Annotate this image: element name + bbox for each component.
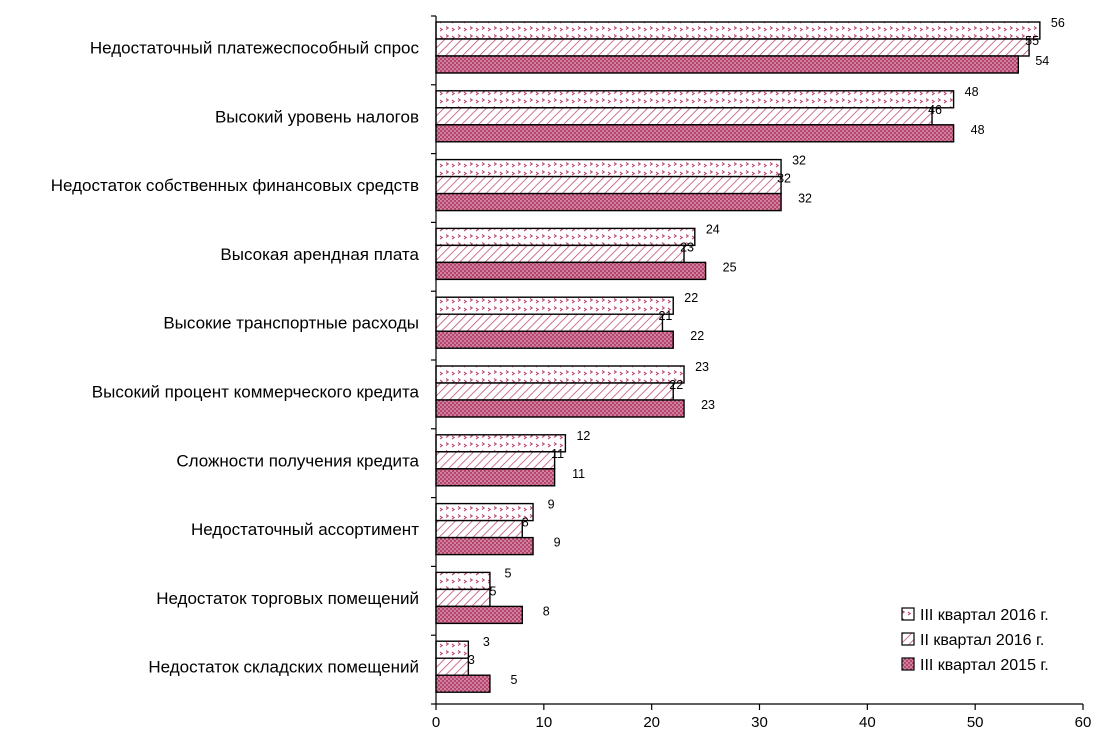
legend: III квартал 2016 г. II квартал 2016 г. III… xyxy=(901,607,1049,674)
x-tick-label: 60 xyxy=(1075,714,1092,731)
value-label: 48 xyxy=(971,123,985,137)
x-tick-label: 20 xyxy=(643,714,660,731)
value-label: 22 xyxy=(684,291,698,305)
bar-1 xyxy=(435,21,1041,40)
bar-3 xyxy=(435,399,685,418)
bar-2 xyxy=(435,588,491,608)
bar-2 xyxy=(435,451,556,470)
x-tick-label: 40 xyxy=(859,714,876,731)
axes-layer: 0 10 20 30 40 50 60 xyxy=(431,15,1092,731)
bar-1 xyxy=(435,434,567,453)
x-tick-label: 10 xyxy=(535,714,552,731)
category-label: Недостаток торговых помещений xyxy=(156,589,419,608)
bar-3 xyxy=(435,261,707,281)
value-label: 8 xyxy=(543,604,550,618)
value-label: 5 xyxy=(510,673,517,687)
value-label: 48 xyxy=(965,85,979,99)
bar-2 xyxy=(435,519,523,539)
bar-2 xyxy=(435,657,470,676)
value-label: 22 xyxy=(690,329,704,343)
bar-1 xyxy=(435,571,491,591)
category-label: Высокая арендная плата xyxy=(220,245,419,264)
bar-3 xyxy=(435,55,1019,74)
bar-1 xyxy=(435,90,955,109)
value-label: 8 xyxy=(522,516,529,530)
value-label: 3 xyxy=(483,635,490,649)
value-label: 12 xyxy=(576,429,590,443)
category-label: Недостаток складских помещений xyxy=(148,658,419,677)
bar-1 xyxy=(435,365,685,384)
category-label: Недостаточный платежеспособный спрос xyxy=(90,39,420,58)
value-label: 54 xyxy=(1035,54,1049,68)
value-label: 32 xyxy=(792,154,806,168)
category-label: Недостаточный ассортимент xyxy=(191,520,419,539)
value-label: 46 xyxy=(928,103,942,117)
legend-swatch-1 xyxy=(901,607,915,621)
legend-label-1: III квартал 2016 г. xyxy=(920,607,1049,624)
bar-1 xyxy=(435,227,696,247)
bar-1 xyxy=(435,640,470,659)
bar-3 xyxy=(435,192,782,212)
legend-label-3: III квартал 2015 г. xyxy=(920,657,1049,674)
bar-3 xyxy=(435,468,556,487)
legend-swatch-2 xyxy=(901,632,915,646)
value-label: 23 xyxy=(680,240,694,254)
bar-3 xyxy=(435,536,534,556)
value-label: 23 xyxy=(695,360,709,374)
bar-3 xyxy=(435,330,674,349)
value-label: 11 xyxy=(551,447,564,461)
bar-2 xyxy=(435,244,685,264)
x-tick-label: 30 xyxy=(751,714,768,731)
value-label: 21 xyxy=(658,309,672,323)
bar-2 xyxy=(435,175,782,195)
value-label: 22 xyxy=(669,378,683,392)
category-label: Высокий уровень налогов xyxy=(215,107,419,126)
value-label: 5 xyxy=(489,584,496,598)
value-label: 5 xyxy=(504,566,511,580)
x-tick-label: 0 xyxy=(432,714,440,731)
value-label: 32 xyxy=(777,172,791,186)
bar-2 xyxy=(435,38,1030,57)
bar-1 xyxy=(435,502,534,522)
bar-1 xyxy=(435,158,782,178)
bar-3 xyxy=(435,674,491,693)
bars-layer xyxy=(435,21,1041,693)
legend-swatch-3 xyxy=(901,657,915,671)
bar-1 xyxy=(435,296,674,315)
bar-2 xyxy=(435,382,674,401)
category-labels-layer: Недостаточный платежеспособный спрос Высо… xyxy=(51,39,420,677)
x-tick-label: 50 xyxy=(967,714,984,731)
bar-3 xyxy=(435,605,523,625)
category-label: Сложности получения кредита xyxy=(176,451,419,470)
value-label: 25 xyxy=(723,260,737,274)
value-label: 56 xyxy=(1051,16,1065,30)
value-label: 24 xyxy=(706,222,720,236)
value-label: 55 xyxy=(1025,34,1039,48)
value-label: 23 xyxy=(701,398,715,412)
bar-3 xyxy=(435,124,955,143)
value-label: 9 xyxy=(554,536,561,550)
value-labels-layer: 5655544846483232322423252221222322231211… xyxy=(468,16,1065,687)
category-label: Недостаток собственных финансовых средст… xyxy=(51,176,419,195)
value-label: 3 xyxy=(468,653,475,667)
bar-2 xyxy=(435,107,933,126)
legend-label-2: II квартал 2016 г. xyxy=(920,632,1044,649)
category-label: Высокий процент коммерческого кредита xyxy=(92,383,420,402)
category-label: Высокие транспортные расходы xyxy=(163,314,419,333)
value-label: 32 xyxy=(798,192,812,206)
bar-2 xyxy=(435,313,664,332)
value-label: 9 xyxy=(548,498,555,512)
value-label: 11 xyxy=(572,467,585,481)
